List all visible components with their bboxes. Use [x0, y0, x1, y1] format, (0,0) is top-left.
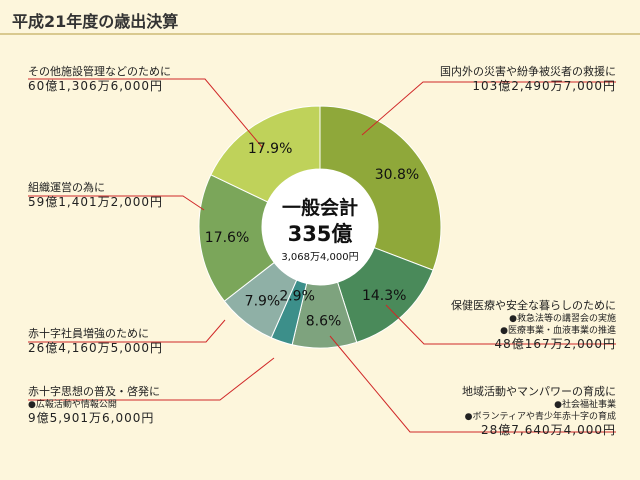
title-divider — [0, 33, 640, 35]
donut-hole — [262, 169, 378, 285]
legend-organization-operation: 組織運営の為に 59億1,401万2,000円 — [28, 180, 163, 210]
legend-health-safety: 保健医療や安全な暮らしのために ●救急法等の講習会の実施 ●医療事業・血液事業の… — [451, 298, 616, 352]
percent-label: 14.3% — [362, 288, 406, 304]
leader-line — [28, 319, 226, 343]
legend-amount: 9億5,901万6,000円 — [28, 411, 155, 425]
percent-label: 17.9% — [248, 141, 292, 157]
leader-line — [329, 335, 616, 433]
center-label-subamount: 3,068万4,000円 — [281, 252, 358, 263]
leader-lines — [28, 78, 616, 433]
percent-label: 17.6% — [205, 230, 249, 246]
legend-detail: ●社会福祉事業 — [554, 400, 616, 410]
legend-disaster-relief: 国内外の災害や紛争被災者の救援に 103億2,490万7,000円 — [440, 64, 616, 94]
percent-label: 2.9% — [279, 288, 315, 304]
percent-labels: 30.8% 14.3% 8.6% 2.9%7.9% 17.6% 17.9% — [205, 141, 419, 330]
legend-name: 保健医療や安全な暮らしのために — [451, 299, 616, 312]
center-label-amount: 335億 — [288, 222, 353, 246]
legend-member-increase: 赤十字社員増強のために 26億4,160万5,000円 — [28, 326, 163, 356]
legend-detail: ●広報活動や情報公開 — [28, 400, 117, 410]
legend-amount: 103億2,490万7,000円 — [472, 79, 616, 93]
legend-amount: 28億7,640万4,000円 — [481, 423, 616, 437]
legend-name: 国内外の災害や紛争被災者の救援に — [440, 65, 616, 78]
legend-name: 組織運営の為に — [28, 181, 105, 194]
legend-amount: 26億4,160万5,000円 — [28, 341, 163, 355]
percent-label: 7.9% — [245, 294, 281, 310]
leader-line — [28, 78, 263, 148]
legend-name: その他施設管理などのために — [28, 65, 171, 78]
leader-line — [385, 304, 616, 345]
legend-amount: 60億1,306万6,000円 — [28, 79, 163, 93]
legend-facility-management: その他施設管理などのために 60億1,306万6,000円 — [28, 64, 171, 94]
legend-amount: 48億167万2,000円 — [494, 337, 616, 351]
legend-amount: 59億1,401万2,000円 — [28, 195, 163, 209]
legend-detail: ●ボランティアや青少年赤十字の育成 — [464, 412, 616, 422]
page-title: 平成21年度の歳出決算 — [12, 12, 179, 31]
donut-slices — [198, 105, 442, 349]
leader-line — [28, 195, 205, 211]
percent-label: 30.8% — [375, 167, 419, 183]
leader-line — [361, 81, 616, 136]
percent-label: 8.6% — [306, 313, 342, 329]
legend-detail: ●救急法等の講習会の実施 — [509, 314, 616, 324]
center-label-total: 一般会計 — [282, 196, 358, 219]
legend-detail: ●医療事業・血液事業の推進 — [500, 326, 616, 336]
legend-name: 赤十字思想の普及・啓発に — [28, 385, 160, 398]
leader-line — [28, 357, 275, 401]
legend-name: 地域活動やマンパワーの育成に — [462, 385, 616, 398]
legend-awareness: 赤十字思想の普及・啓発に ●広報活動や情報公開 9億5,901万6,000円 — [28, 384, 160, 426]
legend-name: 赤十字社員増強のために — [28, 327, 149, 340]
legend-community-activity: 地域活動やマンパワーの育成に ●社会福祉事業 ●ボランティアや青少年赤十字の育成… — [462, 384, 616, 438]
